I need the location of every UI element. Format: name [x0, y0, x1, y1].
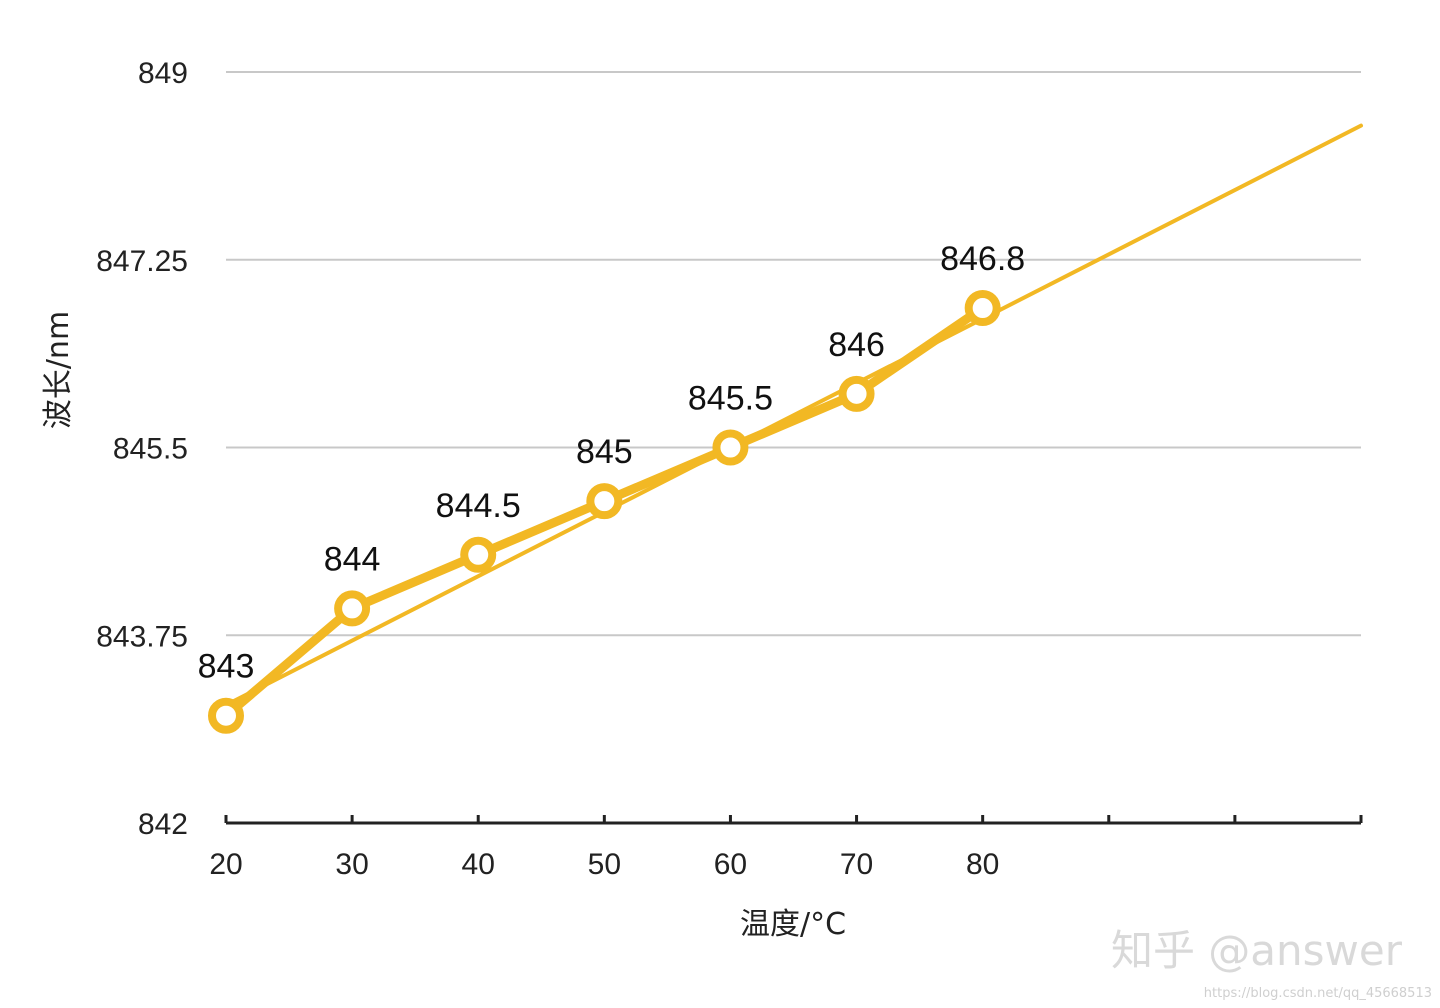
data-point [334, 590, 371, 627]
x-tick-label: 30 [335, 848, 368, 881]
data-point [712, 429, 749, 466]
credit-text: https://blog.csdn.net/qq_45668513 [1204, 986, 1432, 1001]
x-axis-title: 温度/°C [740, 907, 846, 942]
data-label: 846 [828, 326, 885, 364]
y-tick-label: 849 [138, 57, 188, 90]
data-label: 844.5 [436, 487, 521, 525]
grid-lines [226, 71, 1361, 637]
x-tick-label: 40 [462, 848, 495, 881]
watermark-text: 知乎 @answer [1111, 926, 1403, 975]
x-tick-label: 50 [588, 848, 621, 881]
x-tick-label: 80 [966, 848, 999, 881]
x-tick-label: 60 [714, 848, 747, 881]
data-point [460, 536, 497, 573]
data-point [208, 697, 244, 734]
x-tick-label: 20 [209, 848, 242, 881]
y-tick-label: 847.25 [96, 245, 188, 278]
data-label: 845 [576, 433, 633, 471]
data-point [838, 375, 875, 412]
y-tick-label: 842 [138, 808, 188, 841]
y-tick-label: 845.5 [113, 433, 188, 466]
x-tick-label: 70 [840, 848, 873, 881]
data-point [964, 290, 1001, 327]
y-axis-ticks: 842 843.75 845.5 847.25 849 [96, 57, 188, 841]
data-label: 843 [198, 648, 255, 686]
data-labels: 843 844 844.5 845 845.5 846 846.8 [198, 240, 1026, 686]
data-label: 845.5 [688, 380, 773, 418]
y-tick-label: 843.75 [96, 620, 188, 653]
y-axis-title: 波长/nm [41, 311, 76, 429]
data-point [586, 483, 623, 520]
data-label: 846.8 [940, 240, 1025, 278]
x-axis-ticks: 20 30 40 50 60 70 80 [209, 815, 1363, 881]
trend-line [224, 123, 1363, 707]
data-series [208, 123, 1363, 734]
data-label: 844 [324, 540, 381, 578]
